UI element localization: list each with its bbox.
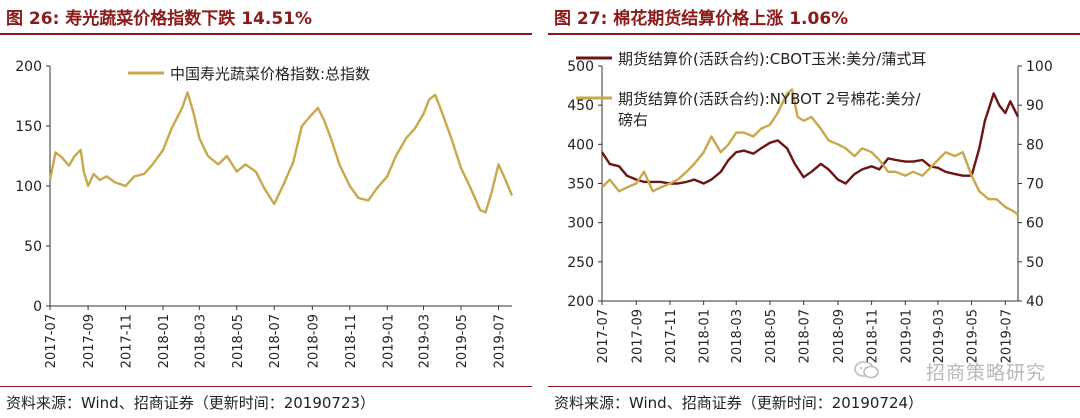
x-tick-label: 2018-03 — [193, 314, 208, 368]
x-tick-label: 2018-03 — [730, 309, 745, 363]
x-tick-label: 2017-07 — [596, 309, 611, 363]
series-line — [48, 91, 514, 214]
cotton-corn-futures-chart: 200 250 300 350 400 450 500 40 50 60 70 80 90 100 2017… — [567, 50, 1053, 363]
chart-title: 图 27: 棉花期货结算价格上涨 1.06% — [554, 9, 849, 29]
y-tick-label: 250 — [567, 255, 594, 271]
vegetable-index-chart: 0 50 100 150 200 2017-07 2017-09 2017-11 2018-01… — [15, 59, 514, 368]
chart-panel-cotton-corn: 图 27: 棉花期货结算价格上涨 1.06% 200 250 300 350 400 45… — [548, 0, 1080, 418]
chart-title: 图 26: 寿光蔬菜价格指数下跌 14.51% — [6, 9, 313, 29]
x-tick-label: 2018-01 — [157, 314, 172, 368]
y2-tick-label: 50 — [1026, 255, 1044, 271]
legend-label: 中国寿光蔬菜价格指数:总指数 — [170, 65, 370, 83]
x-tick-label: 2017-09 — [82, 314, 97, 368]
y2-tick-label: 80 — [1026, 137, 1044, 153]
y-tick-label: 200 — [15, 59, 42, 75]
legend-label: 期货结算价(活跃合约):NYBOT 2号棉花:美分/ — [618, 90, 922, 108]
watermark: 招商策略研究 — [925, 362, 1046, 384]
x-tick-label: 2017-11 — [664, 309, 679, 363]
chart-panel-vegetable-index: 图 26: 寿光蔬菜价格指数下跌 14.51% 0 50 100 150 200 2017… — [0, 0, 532, 418]
y-tick-label: 0 — [33, 299, 42, 315]
x-tick-label: 2019-05 — [966, 309, 981, 363]
x-tick-label: 2019-05 — [455, 314, 470, 368]
x-tick-label: 2018-07 — [268, 314, 283, 368]
y2-tick-label: 90 — [1026, 98, 1044, 114]
y-tick-label: 350 — [567, 177, 594, 193]
x-tick-label: 2019-03 — [418, 314, 433, 368]
x-tick-label: 2018-11 — [344, 314, 359, 368]
wechat-icon — [854, 361, 879, 379]
x-tick-label: 2019-07 — [492, 314, 507, 368]
y2-tick-label: 70 — [1026, 177, 1044, 193]
y2-tick-label: 40 — [1026, 294, 1044, 310]
x-tick-label: 2018-11 — [866, 309, 881, 363]
x-tick-label: 2018-05 — [231, 314, 246, 368]
x-tick-label: 2019-01 — [899, 309, 914, 363]
x-tick-label: 2018-09 — [306, 314, 321, 368]
y2-tick-label: 60 — [1026, 216, 1044, 232]
legend-label: 期货结算价(活跃合约):CBOT玉米:美分/蒲式耳 — [618, 50, 926, 68]
x-tick-label: 2017-11 — [120, 314, 135, 368]
series-line — [600, 92, 1020, 185]
x-tick-label: 2019-03 — [932, 309, 947, 363]
title-divider — [0, 33, 532, 35]
x-tick-label: 2017-09 — [630, 309, 645, 363]
x-tick-label: 2018-01 — [698, 309, 713, 363]
y-tick-label: 500 — [567, 59, 594, 75]
y-tick-label: 100 — [15, 179, 42, 195]
x-tick-label: 2019-07 — [999, 309, 1014, 363]
source-divider — [548, 386, 1080, 387]
x-tick-label: 2018-09 — [832, 309, 847, 363]
legend-label: 磅右 — [618, 111, 648, 129]
source-note: 资料来源：Wind、招商证券（更新时间：20190724） — [554, 394, 924, 412]
y2-tick-label: 100 — [1026, 59, 1053, 75]
y-tick-label: 300 — [567, 216, 594, 232]
y-tick-label: 50 — [24, 239, 42, 255]
x-tick-label: 2019-01 — [381, 314, 396, 368]
title-divider — [548, 33, 1080, 35]
series-line — [601, 88, 1019, 216]
source-note: 资料来源：Wind、招商证券（更新时间：20190723） — [6, 394, 376, 412]
x-tick-label: 2018-05 — [764, 309, 779, 363]
x-tick-label: 2018-07 — [798, 309, 813, 363]
x-tick-label: 2017-07 — [44, 314, 59, 368]
y-tick-label: 450 — [567, 98, 594, 114]
y-tick-label: 400 — [567, 137, 594, 153]
source-divider — [0, 386, 532, 387]
y-tick-label: 150 — [15, 119, 42, 135]
y-tick-label: 200 — [567, 294, 594, 310]
